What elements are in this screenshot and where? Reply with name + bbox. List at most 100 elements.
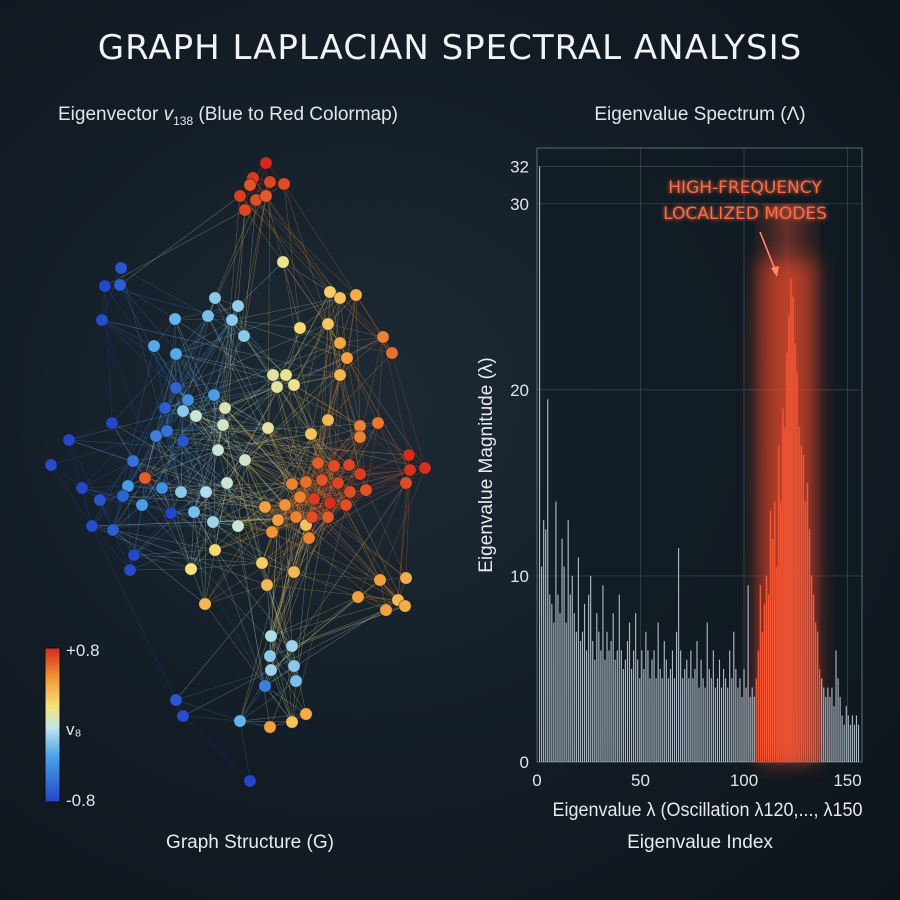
graph-edge: [255, 199, 357, 296]
graph-edge: [239, 720, 293, 723]
bar: [643, 668, 645, 762]
graph-node: [261, 421, 275, 435]
bar-highlighted: [784, 427, 786, 762]
graph-node: [315, 473, 329, 487]
graph-edge: [359, 336, 384, 438]
graph-edge: [231, 319, 301, 329]
graph-edge: [329, 291, 341, 344]
graph-edge: [190, 562, 263, 570]
bar-highlighted: [774, 501, 776, 762]
graph-edge: [269, 481, 307, 657]
graph-node: [114, 261, 128, 275]
graph-edge: [222, 424, 263, 564]
graph-edge: [144, 477, 192, 570]
graph-node: [198, 597, 212, 611]
graph-edge: [267, 427, 297, 518]
graph-node: [106, 523, 120, 537]
graph-edge: [267, 427, 323, 481]
graph-edge: [391, 352, 426, 469]
bar-highlighted: [790, 278, 792, 762]
graph-edge: [293, 571, 381, 581]
graph-edge: [237, 459, 246, 527]
graph-edge: [213, 394, 219, 451]
graph-edge: [359, 454, 410, 475]
bar: [673, 678, 676, 762]
bar: [821, 678, 823, 762]
bar: [678, 548, 680, 762]
graph-node: [333, 291, 347, 305]
graph-edge: [91, 525, 131, 571]
bar: [569, 594, 571, 762]
graph-node: [333, 336, 347, 350]
graph-edge: [284, 504, 295, 573]
graph-node: [258, 500, 272, 514]
bar: [831, 687, 833, 762]
bar: [823, 687, 825, 762]
graph-edge: [305, 473, 361, 483]
graph-node: [168, 312, 182, 326]
graph-edge: [217, 433, 312, 451]
graph-edge: [244, 459, 266, 508]
bar-highlighted: [812, 594, 815, 762]
graph-node: [321, 510, 335, 524]
graph-edge: [291, 483, 347, 506]
bar: [829, 696, 831, 762]
graph-edge: [276, 386, 312, 435]
graph-edge: [207, 315, 269, 429]
bar: [602, 585, 604, 762]
graph-node: [225, 313, 239, 327]
bar: [590, 575, 592, 762]
graph-edge: [244, 459, 286, 506]
graph-edge: [164, 342, 341, 409]
graph-node: [158, 401, 172, 415]
graph-edge: [271, 531, 399, 601]
graph-node: [260, 578, 274, 592]
graph-edge: [155, 435, 239, 527]
bar: [577, 557, 579, 762]
graph-edge: [144, 477, 207, 493]
graph-node: [307, 492, 321, 506]
graph-edge: [119, 195, 241, 286]
graph-edge: [311, 465, 335, 518]
graph-edge: [222, 424, 269, 429]
graph-node: [189, 409, 203, 423]
graph-edge: [214, 549, 263, 564]
graph-edge: [127, 435, 157, 487]
graph-edge: [99, 460, 134, 501]
bar: [606, 631, 608, 762]
graph-edge: [295, 465, 335, 518]
graph-edge: [277, 498, 315, 521]
bar: [694, 668, 696, 762]
graph-edge: [164, 407, 182, 493]
graph-edge: [111, 422, 157, 437]
graph-node: [418, 461, 432, 475]
graph-edge: [214, 297, 269, 429]
graph-edge: [175, 669, 272, 701]
graph-node: [278, 498, 292, 512]
graph-edge: [239, 195, 331, 293]
bar: [543, 520, 545, 762]
graph-edge: [293, 384, 410, 456]
graph-node: [199, 485, 213, 499]
graph-edge: [346, 357, 411, 471]
graph-edge: [339, 342, 393, 354]
graph-edge: [182, 427, 269, 442]
bar: [727, 687, 729, 762]
bar: [655, 678, 657, 762]
bar: [729, 650, 731, 762]
graph-edge: [175, 374, 274, 389]
colorbar-mid-label: v₈: [66, 720, 82, 739]
graph-edge: [224, 407, 246, 461]
graph-edge: [175, 297, 341, 355]
graph-node: [289, 674, 303, 688]
graph-edge: [277, 516, 329, 521]
bar: [849, 724, 851, 762]
graph-node: [399, 571, 413, 585]
bar: [706, 622, 708, 762]
x-ticks: 0 50 100 150: [532, 771, 861, 790]
graph-edge: [213, 319, 233, 396]
graph-edge: [166, 430, 219, 451]
graph-node: [285, 477, 299, 491]
graph-node: [105, 416, 119, 430]
graph-edge: [175, 319, 233, 355]
